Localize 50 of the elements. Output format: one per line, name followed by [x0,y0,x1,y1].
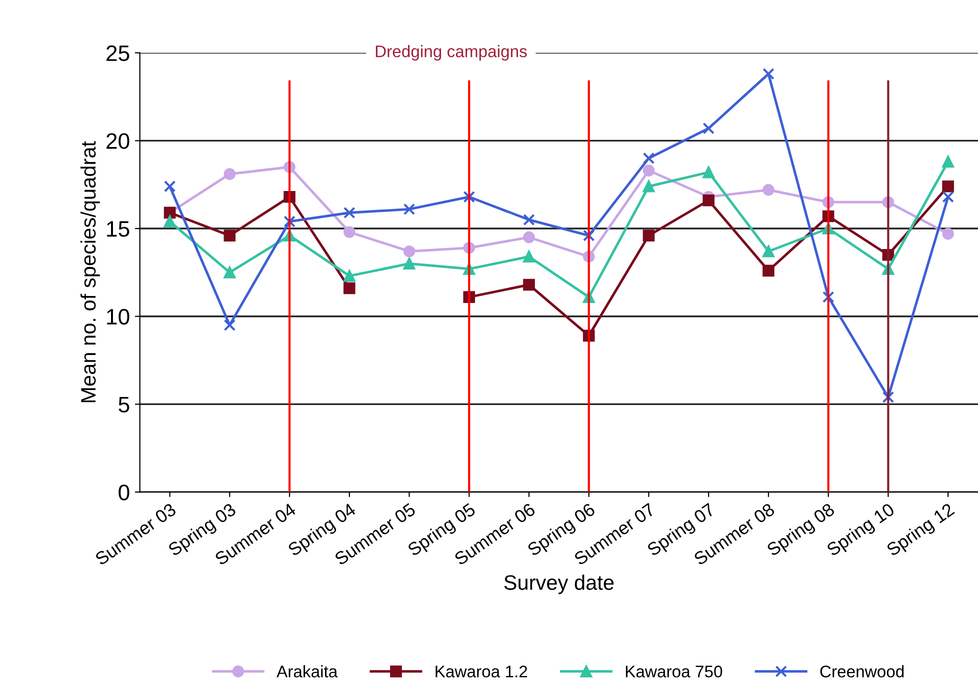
annotation: Dredging campaigns [376,45,527,61]
point [164,216,176,228]
point [224,230,236,242]
point [942,190,954,203]
legend-label: Kawaroa 750 [626,666,722,678]
legend-label: Creenwood [820,665,904,678]
point [523,278,535,291]
legend-label: Arakaita [276,665,338,678]
point [642,164,655,176]
y-tick-label: 5 [118,396,130,412]
point [523,214,535,226]
point [164,180,176,192]
point [702,166,714,178]
point [343,282,356,294]
point [343,226,356,238]
y-axis-title: Mean no. of species/quadrat [80,141,100,402]
point [822,291,834,303]
point [224,319,236,332]
point [403,245,416,258]
point [642,152,655,164]
point [762,68,774,80]
y-tick-label: 25 [106,45,130,62]
point [762,184,774,196]
point [942,228,954,240]
point [463,190,476,203]
y-tick-label: 15 [107,221,130,237]
point [642,230,655,242]
point [942,180,954,192]
x-axis-title: Survey date [504,574,614,594]
point [582,230,595,242]
point [882,391,894,404]
point [343,270,356,282]
point [523,231,535,244]
y-tick-label: 10 [107,308,130,325]
point [702,122,714,134]
legend-label: Kawaroa 1.2 [436,666,528,678]
point [224,168,236,180]
point [403,258,416,270]
point [523,250,535,263]
point [762,264,774,277]
point [702,194,714,206]
point [403,203,416,216]
point [642,180,655,192]
point [224,266,236,278]
point [942,156,954,168]
point [343,206,356,219]
y-tick-label: 20 [106,133,130,149]
y-tick-label: 0 [118,484,130,500]
point [284,216,296,228]
point [762,245,774,258]
